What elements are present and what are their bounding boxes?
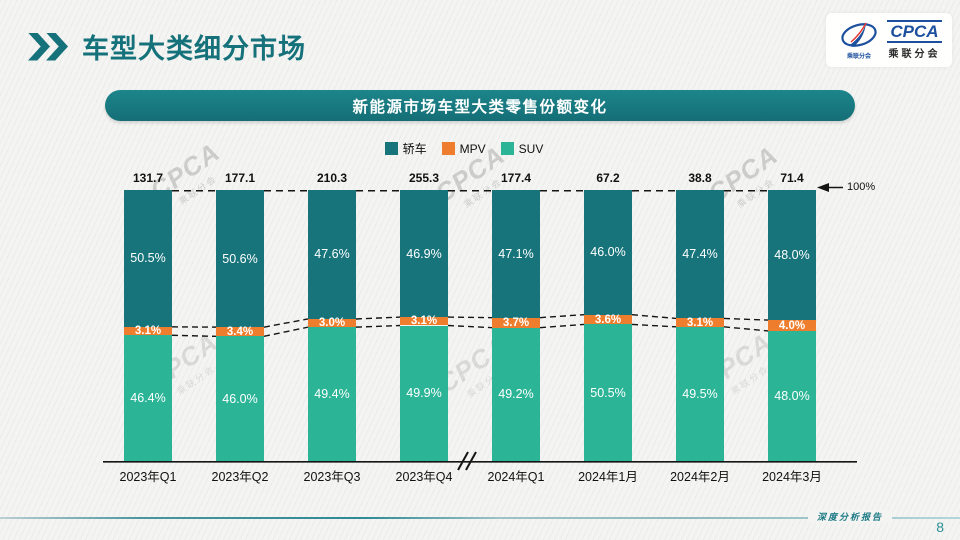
x-axis-label: 2024年2月 xyxy=(670,470,730,484)
bar-value-label: 3.7% xyxy=(502,316,530,329)
x-axis-label: 2023年Q3 xyxy=(303,470,361,484)
bar-value-label: 46.4% xyxy=(130,391,166,406)
x-axis-label: 2023年Q4 xyxy=(395,470,453,484)
cpca-acronym: CPCA xyxy=(887,19,942,44)
bar-value-label: 50.6% xyxy=(222,251,258,266)
bar-segment-轿车 xyxy=(676,190,724,319)
bar-value-label: 49.9% xyxy=(406,386,442,401)
bar-segment-轿车 xyxy=(492,190,540,318)
bar-segment-轿车 xyxy=(216,190,264,328)
x-axis-label: 2023年Q2 xyxy=(211,470,269,484)
bar-value-label: 46.9% xyxy=(406,246,442,261)
page-number: 8 xyxy=(936,519,944,535)
bar-total-label: 255.3 xyxy=(408,171,440,185)
bar-segment-SUV xyxy=(308,327,356,461)
cpca-logo: 乘联分会 CPCA 乘联分会 xyxy=(826,13,952,67)
cpca-wordmark: CPCA 乘联分会 xyxy=(887,19,942,61)
footer-divider xyxy=(0,517,960,519)
hundred-percent-annotation: 100% xyxy=(847,181,876,193)
bar-value-label: 4.0% xyxy=(778,319,806,332)
bar-total-label: 67.2 xyxy=(596,171,620,185)
bar-total-label: 177.4 xyxy=(500,171,532,185)
bar-segment-MPV xyxy=(124,326,172,336)
bar-value-label: 48.0% xyxy=(774,248,810,263)
bar-segment-MPV xyxy=(584,314,632,325)
bar-value-label: 49.2% xyxy=(498,387,534,402)
bar-segment-SUV xyxy=(492,327,540,461)
bar-value-label: 3.1% xyxy=(410,315,438,328)
legend-item: MPV xyxy=(441,140,486,157)
bar-segment-轿车 xyxy=(308,190,356,319)
bar-total-label: 177.1 xyxy=(224,171,256,185)
x-axis-label: 2024年1月 xyxy=(578,470,638,484)
cpca-oval-swoosh-icon: 乘联分会 xyxy=(836,19,882,61)
bar-value-label: 3.6% xyxy=(594,313,622,326)
legend-swatch-icon xyxy=(500,142,514,155)
bar-segment-SUV xyxy=(584,324,632,462)
bar-value-label: 46.0% xyxy=(222,391,258,406)
legend-item: SUV xyxy=(500,140,544,157)
x-axis-label: 2023年Q1 xyxy=(119,470,177,484)
bar-segment-MPV xyxy=(676,318,724,327)
bar-total-label: 71.4 xyxy=(780,171,804,185)
bar-total-label: 131.7 xyxy=(132,171,164,185)
bar-segment-SUV xyxy=(676,326,724,461)
bar-value-label: 3.1% xyxy=(134,325,162,338)
bar-value-label: 3.1% xyxy=(686,316,714,329)
bar-segment-轿车 xyxy=(400,190,448,318)
bar-segment-MPV xyxy=(492,317,540,328)
bar-value-label: 3.0% xyxy=(318,317,346,330)
bar-value-label: 47.6% xyxy=(314,247,350,262)
legend-label: SUV xyxy=(518,141,544,156)
x-axis-label: 2024年3月 xyxy=(762,470,822,484)
bar-value-label: 3.4% xyxy=(226,325,254,338)
legend-swatch-icon xyxy=(441,142,455,155)
slide-header: 车型大类细分市场 xyxy=(28,27,306,66)
chart-legend: 轿车 MPV SUV xyxy=(0,140,928,157)
bar-segment-SUV xyxy=(768,330,816,461)
legend-swatch-icon xyxy=(384,142,398,155)
bar-segment-MPV xyxy=(768,320,816,331)
bar-segment-SUV xyxy=(216,336,264,461)
bar-segment-轿车 xyxy=(768,190,816,321)
bar-value-label: 50.5% xyxy=(130,251,166,266)
bar-segment-MPV xyxy=(400,317,448,326)
bar-segment-SUV xyxy=(400,325,448,461)
legend-item: 轿车 xyxy=(384,140,427,157)
bar-value-label: 48.0% xyxy=(774,388,810,403)
bar-value-label: 47.1% xyxy=(498,246,534,261)
bar-total-label: 210.3 xyxy=(316,171,348,185)
footer-note: 深度分析报告 xyxy=(808,510,893,523)
bar-segment-MPV xyxy=(216,327,264,337)
bar-value-label: 47.4% xyxy=(682,247,718,262)
legend-label: 轿车 xyxy=(402,142,427,156)
bar-value-label: 46.0% xyxy=(590,245,626,260)
chart-title: 新能源市场车型大类零售份额变化 xyxy=(105,90,855,121)
svg-text:乘联分会: 乘联分会 xyxy=(846,52,872,60)
bar-value-label: 49.5% xyxy=(682,386,718,401)
bar-segment-SUV xyxy=(124,335,172,461)
bar-segment-轿车 xyxy=(584,190,632,315)
bar-value-label: 50.5% xyxy=(590,385,626,400)
legend-label: MPV xyxy=(459,141,486,156)
bar-total-label: 38.8 xyxy=(688,171,712,185)
bar-segment-轿车 xyxy=(124,190,172,327)
x-axis-label: 2024年Q1 xyxy=(487,470,545,484)
bar-segment-MPV xyxy=(308,318,356,328)
cpca-chinese-name: 乘联分会 xyxy=(888,49,941,61)
bar-value-label: 49.4% xyxy=(314,387,350,402)
page-title: 车型大类细分市场 xyxy=(82,34,306,64)
